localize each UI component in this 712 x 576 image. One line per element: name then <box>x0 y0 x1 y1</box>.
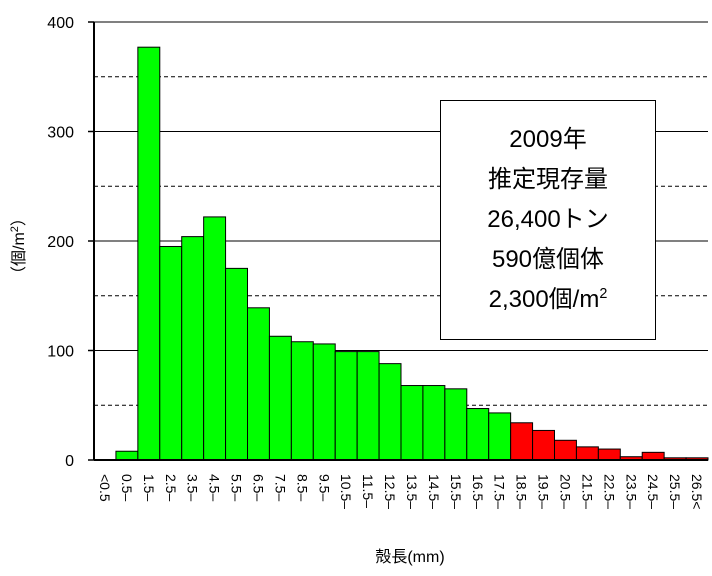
x-tick-label: 21.5– <box>579 474 595 509</box>
x-tick-label: 10.5– <box>338 474 354 509</box>
bar-6.5– <box>247 307 270 461</box>
y-tick-labels: 0 100 200 300 400 <box>47 15 74 470</box>
info-label: 推定現存量 <box>488 166 608 193</box>
bar-11.5– <box>356 351 380 461</box>
y-tick-label: 0 <box>65 453 74 470</box>
y-tick-label: 300 <box>47 125 74 142</box>
x-tick-labels: <0.5 0.5– 1.5– 2.5– 3.5– 4.5– 5.5– 6.5– 7.5– 8.5–… <box>97 474 705 509</box>
x-tick-label: 0.5– <box>119 474 135 501</box>
info-density: 2,300個/m2 <box>488 286 608 313</box>
bar-10.5– <box>334 351 358 461</box>
x-tick-label: 9.5– <box>316 474 332 501</box>
bar-2.5– <box>159 245 183 461</box>
y-axis-title: （個/m2） <box>9 210 28 282</box>
y-tick-label: 400 <box>47 15 74 32</box>
x-tick-label: 4.5– <box>207 474 223 501</box>
x-tick-label: 3.5– <box>185 474 201 501</box>
x-tick-label: 19.5– <box>536 474 552 509</box>
bar-19.5– <box>532 429 555 461</box>
y-tick-label: 100 <box>47 344 74 361</box>
bar-16.5– <box>466 408 490 461</box>
x-tick-label: 8.5– <box>294 474 310 501</box>
x-tick-label: 7.5– <box>272 474 288 501</box>
info-year: 2009年 <box>509 126 587 153</box>
info-box: 2009年 推定現存量 26,400トン 590億個体 2,300個/m2 <box>440 100 656 340</box>
info-tons: 26,400トン <box>487 206 609 233</box>
bar-1.5– <box>137 46 161 461</box>
bar-8.5– <box>290 341 314 461</box>
bar-21.5– <box>575 446 599 461</box>
x-axis-title: 殻長(mm) <box>375 548 444 566</box>
svg-text:（個/m2）: （個/m2） <box>9 210 28 282</box>
bar-20.5– <box>554 439 577 461</box>
x-tick-label: 16.5– <box>470 474 486 509</box>
bar-4.5– <box>203 216 227 461</box>
bar-18.5– <box>510 422 534 461</box>
info-individuals: 590億個体 <box>491 246 605 273</box>
bar-13.5– <box>400 385 424 461</box>
x-tick-label: 25.5– <box>667 474 683 509</box>
bar-12.5– <box>378 363 402 461</box>
bar-22.5– <box>597 448 621 461</box>
x-tick-label: 17.5– <box>492 474 508 509</box>
bar-group <box>115 46 709 461</box>
x-tick-label: 20.5– <box>557 474 573 509</box>
x-tick-label: 24.5– <box>645 474 661 509</box>
x-tick-label: 23.5– <box>623 474 639 509</box>
x-tick-label: 11.5– <box>360 474 376 508</box>
bar-24.5– <box>641 451 665 461</box>
x-tick-label: 1.5– <box>141 474 157 501</box>
bar-0.5– <box>115 450 139 461</box>
bar-15.5– <box>444 388 468 461</box>
x-tick-label: 2.5– <box>163 474 179 501</box>
bar-7.5– <box>268 335 292 461</box>
x-tick-label: 6.5– <box>250 474 266 501</box>
x-tick-label: 12.5– <box>382 474 398 509</box>
x-tick-label: 14.5– <box>426 474 442 509</box>
x-tick-label: 15.5– <box>448 474 464 509</box>
axes <box>88 21 708 461</box>
x-tick-label: 13.5– <box>404 474 420 509</box>
y-tick-label: 200 <box>47 234 74 251</box>
bar-5.5– <box>225 267 248 461</box>
bar-3.5– <box>181 236 205 461</box>
bar-14.5– <box>422 385 446 461</box>
bar-9.5– <box>312 343 336 461</box>
x-tick-label: 22.5– <box>601 474 617 509</box>
bar-17.5– <box>488 412 512 461</box>
x-tick-label: 18.5– <box>514 474 530 509</box>
x-tick-label: <0.5 <box>97 474 113 502</box>
x-tick-label: 5.5– <box>229 474 245 501</box>
x-tick-label: 26.5< <box>689 474 705 509</box>
